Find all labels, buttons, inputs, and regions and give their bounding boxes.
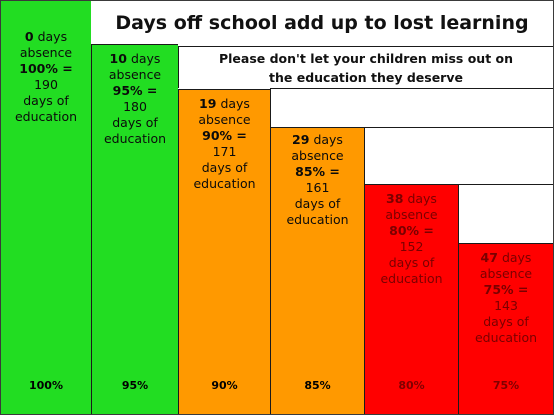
- column-text: 29 days absence 85% = 161 days of educat…: [271, 132, 364, 228]
- absence-days-value: 0: [24, 29, 34, 44]
- bottom-percent: 100%: [29, 379, 63, 392]
- days-label: days: [501, 250, 532, 265]
- bottom-percent: 95%: [121, 379, 149, 392]
- days-of-label: days of: [201, 160, 248, 175]
- stair-step-2: [364, 127, 553, 184]
- absence-label: absence: [19, 45, 73, 60]
- column-text: 38 days absence 80% = 152 days of educat…: [365, 191, 458, 287]
- bottom-percent: 80%: [398, 379, 425, 392]
- education-days-value: 143: [494, 298, 518, 313]
- education-label: education: [193, 176, 256, 191]
- attendance-column-80: 38 days absence 80% = 152 days of educat…: [364, 184, 458, 414]
- bottom-percent: 90%: [211, 379, 238, 392]
- days-of-label: days of: [294, 196, 341, 211]
- attendance-column-90: 19 days absence 90% = 171 days of educat…: [178, 89, 270, 414]
- days-of-label: days of: [388, 255, 435, 270]
- education-label: education: [14, 109, 78, 124]
- education-label: education: [380, 271, 443, 286]
- days-of-label: days of: [23, 93, 69, 108]
- bottom-percent: 75%: [492, 379, 520, 392]
- days-label: days: [407, 191, 437, 206]
- column-text: 47 days absence 75% = 143 days of educat…: [459, 250, 553, 346]
- attendance-percent: 75% =: [483, 282, 529, 297]
- education-label: education: [286, 212, 349, 227]
- poster-subtitle: Please don't let your children miss out …: [178, 46, 553, 88]
- days-of-label: days of: [483, 314, 529, 329]
- attendance-column-75: 47 days absence 75% = 143 days of educat…: [458, 243, 553, 414]
- absence-days-value: 47: [480, 250, 498, 265]
- education-days-value: 161: [305, 180, 330, 195]
- attendance-percent: 85% =: [295, 164, 340, 179]
- education-days-value: 171: [212, 144, 237, 159]
- absence-label: absence: [385, 207, 438, 222]
- days-label: days: [130, 51, 161, 66]
- education-label: education: [474, 330, 538, 345]
- attendance-percent: 95% =: [112, 83, 158, 98]
- absence-days-value: 10: [109, 51, 127, 66]
- subtitle-line-2: the education they deserve: [269, 70, 463, 85]
- stair-step-1: [270, 88, 553, 127]
- stair-step-3: [458, 184, 553, 243]
- attendance-percent: 80% =: [389, 223, 434, 238]
- education-days-value: 152: [399, 239, 424, 254]
- absence-label: absence: [108, 67, 162, 82]
- absence-label: absence: [479, 266, 533, 281]
- attendance-column-95: 10 days absence 95% = 180 days of educat…: [91, 44, 178, 414]
- column-text: 0 days absence 100% = 190 days of educat…: [1, 29, 91, 125]
- attendance-percent: 90% =: [202, 128, 247, 143]
- education-label: education: [103, 131, 167, 146]
- bottom-percent: 85%: [304, 379, 331, 392]
- absence-days-value: 38: [386, 191, 404, 206]
- education-days-value: 180: [123, 99, 147, 114]
- days-label: days: [313, 132, 343, 147]
- education-days-value: 190: [34, 77, 58, 92]
- column-text: 19 days absence 90% = 171 days of educat…: [179, 96, 270, 192]
- subtitle-line-1: Please don't let your children miss out …: [218, 51, 514, 66]
- absence-label: absence: [198, 112, 251, 127]
- attendance-percent: 100% =: [19, 61, 73, 76]
- poster-title: Days off school add up to lost learning: [115, 11, 529, 34]
- absence-days-value: 29: [292, 132, 310, 147]
- attendance-column-100: 0 days absence 100% = 190 days of educat…: [1, 1, 91, 414]
- attendance-column-85: 29 days absence 85% = 161 days of educat…: [270, 127, 364, 414]
- days-label: days: [220, 96, 250, 111]
- column-text: 10 days absence 95% = 180 days of educat…: [92, 51, 178, 147]
- days-label: days: [37, 29, 68, 44]
- absence-label: absence: [291, 148, 344, 163]
- absence-days-value: 19: [199, 96, 217, 111]
- days-of-label: days of: [112, 115, 158, 130]
